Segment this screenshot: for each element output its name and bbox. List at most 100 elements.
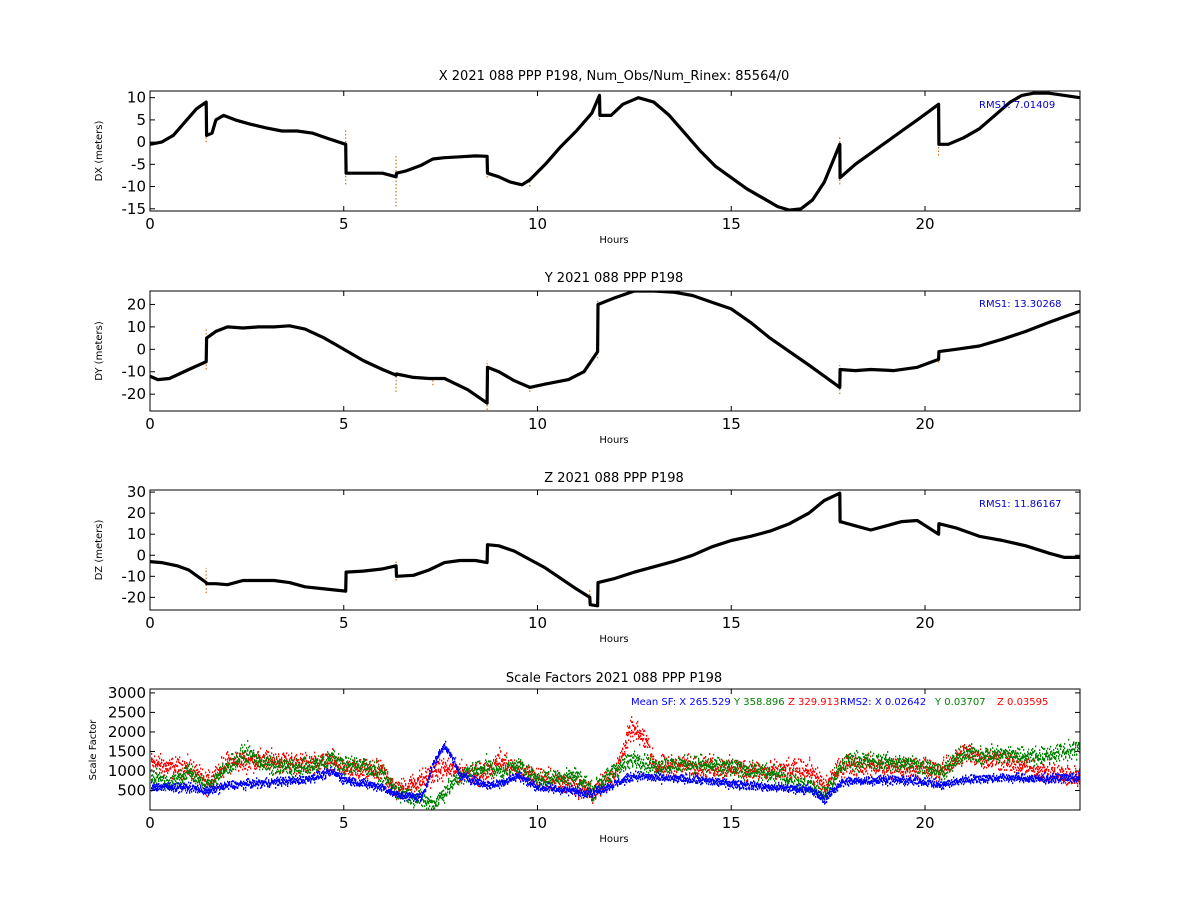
sf-point-y <box>237 759 239 762</box>
sf-point-z <box>487 762 489 765</box>
sf-point-z <box>506 752 508 755</box>
sf-point-z <box>380 759 382 762</box>
sf-point-z <box>672 765 674 768</box>
sf-point-z <box>671 771 673 774</box>
sf-point-z <box>953 764 955 767</box>
sf-point-z <box>872 763 874 766</box>
sf-point-y <box>321 756 323 759</box>
sf-point-z <box>533 769 535 772</box>
sf-point-z <box>746 779 748 782</box>
sf-point-y <box>205 778 207 781</box>
sf-point-z <box>536 778 538 781</box>
sf-point-y <box>210 783 212 786</box>
sf-point-y <box>187 770 189 772</box>
sf-point-y <box>295 766 297 769</box>
sf-point-z <box>759 773 761 776</box>
sf-point-y <box>341 771 343 774</box>
sf-point-z <box>280 766 282 769</box>
sf-point-z <box>304 765 306 767</box>
sf-point-z <box>227 751 229 753</box>
sf-point-z <box>949 768 951 771</box>
sf-point-z <box>747 766 749 769</box>
sf-point-z <box>453 770 455 773</box>
sf-point-z <box>450 770 452 773</box>
sf-point-y <box>261 760 263 763</box>
sf-point-z <box>587 796 589 799</box>
sf-point-y <box>283 770 285 773</box>
sf-point-z <box>266 765 268 768</box>
sf-point-z <box>611 768 613 771</box>
sf-point-z <box>992 760 994 762</box>
sf-point-z <box>181 769 183 772</box>
sf-point-z <box>212 775 214 778</box>
sf-point-z <box>376 761 378 764</box>
sf-point-z <box>317 757 319 760</box>
sf-point-y <box>278 765 280 768</box>
sf-point-y <box>232 757 234 760</box>
sf-point-y <box>200 779 202 781</box>
sf-point-z <box>807 771 809 774</box>
sf-point-z <box>315 760 317 763</box>
sf-point-z <box>806 765 808 767</box>
sf-point-z <box>382 767 384 770</box>
dz-y-tick-label: 0 <box>136 546 146 564</box>
sf-point-z <box>452 765 454 768</box>
sf-point-z <box>630 719 632 722</box>
sf-point-y <box>374 768 376 770</box>
sf-point-y <box>193 778 195 781</box>
sf-point-y <box>382 771 384 774</box>
sf-point-y <box>351 771 353 774</box>
sf-point-z <box>266 753 268 756</box>
sf-point-y <box>315 764 317 767</box>
sf-point-z <box>538 767 540 770</box>
sf-point-z <box>423 776 425 779</box>
sf-point-z <box>751 763 753 766</box>
sf-point-z <box>337 772 339 774</box>
sf-point-z <box>267 755 269 758</box>
sf-point-z <box>928 772 930 775</box>
sf-point-y <box>296 766 298 769</box>
sf-point-z <box>690 762 692 765</box>
sf-point-z <box>758 778 760 780</box>
sf-point-z <box>519 769 521 772</box>
sf-point-y <box>164 787 166 790</box>
sf-point-y <box>332 759 334 762</box>
sf-point-z <box>991 765 993 768</box>
sf-point-z <box>211 782 213 785</box>
sf-point-z <box>926 768 928 771</box>
sf-point-y <box>234 756 236 759</box>
sf-point-z <box>354 764 356 767</box>
sf-point-z <box>651 753 653 756</box>
sf-point-y <box>177 772 179 775</box>
sf-point-z <box>433 781 435 784</box>
sf-point-z <box>652 758 654 761</box>
sf-point-z <box>792 773 794 776</box>
sf-point-z <box>152 761 154 763</box>
sf-point-z <box>928 774 930 777</box>
sf-point-z <box>515 767 517 769</box>
sf-point-z <box>695 765 697 768</box>
sf-point-z <box>650 755 652 758</box>
sf-point-z <box>821 776 823 778</box>
sf-point-z <box>275 763 277 766</box>
sf-point-z <box>473 775 475 778</box>
sf-point-z <box>961 758 963 761</box>
sf-point-z <box>735 768 737 770</box>
sf-point-z <box>250 767 252 770</box>
sf-point-y <box>405 795 407 797</box>
sf-point-z <box>786 760 788 762</box>
sf-point-z <box>285 756 287 759</box>
sf-point-z <box>794 763 796 766</box>
sf-point-y <box>312 765 314 768</box>
sf-point-z <box>460 780 462 782</box>
sf-point-z <box>352 772 354 774</box>
sf-point-z <box>574 784 576 786</box>
sf-point-z <box>368 763 370 766</box>
sf-point-z <box>730 769 732 772</box>
sf-point-z <box>183 776 185 779</box>
sf-point-z <box>837 776 839 779</box>
sf-point-z <box>979 758 981 761</box>
sf-point-y <box>301 766 303 769</box>
sf-point-y <box>288 764 290 767</box>
sf-point-y <box>309 764 311 766</box>
